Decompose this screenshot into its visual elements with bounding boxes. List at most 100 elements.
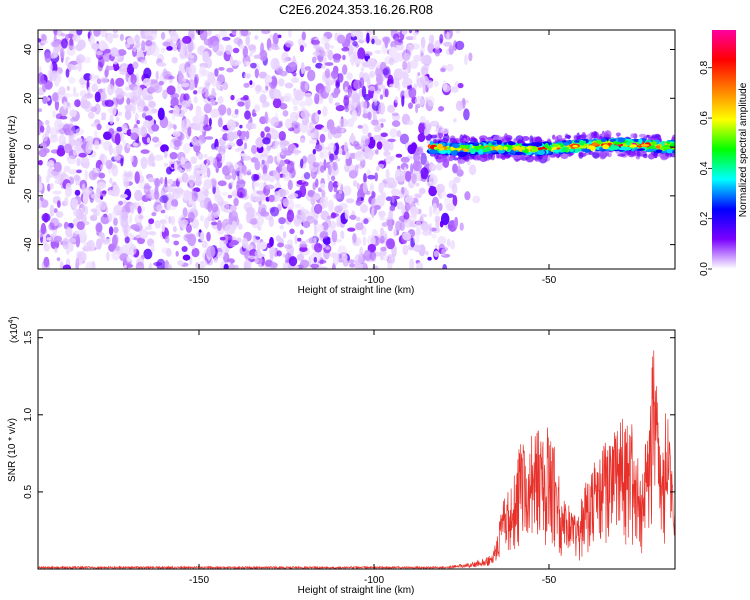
noise-blob [363,51,373,57]
noise-blob [261,159,265,165]
noise-blob [272,169,279,180]
band-cell [433,146,438,150]
noise-blob [96,78,102,85]
noise-blob [347,44,354,57]
noise-blob [390,188,400,196]
band-cell [599,147,604,151]
noise-blob [319,133,326,143]
noise-blob [43,243,50,252]
noise-blob [163,220,168,225]
noise-blob [299,184,307,198]
figure-title: C2E6.2024.353.16.26.R08 [279,2,433,17]
noise-blob [215,189,222,196]
noise-blob [207,211,213,220]
band-halo [615,132,621,137]
noise-blob [230,59,240,67]
noise-blob [205,162,209,170]
noise-blob [131,102,136,114]
colorbar-tick-label: 0.0 [699,262,710,276]
x-tick-label: -100 [364,275,384,286]
noise-blob [240,30,249,37]
noise-blob [452,163,458,174]
noise-blob [268,194,275,203]
noise-blob [123,225,128,238]
band-cell [450,150,458,156]
noise-blob [181,118,191,129]
noise-blob [40,222,47,235]
noise-blob [264,215,274,221]
noise-blob [195,177,202,187]
noise-blob [448,44,454,55]
noise-blob [371,38,375,45]
noise-blob [349,214,357,220]
noise-blob [240,97,249,101]
noise-blob [110,47,119,57]
noise-blob [313,256,317,263]
noise-blob [215,251,225,258]
noise-blob [354,58,364,64]
noise-blob [127,63,135,76]
noise-blob [80,227,86,240]
band-cell [428,149,438,154]
noise-blob [296,209,302,221]
noise-blob [267,76,273,83]
noise-blob [242,164,247,176]
noise-blob [373,90,378,103]
noise-blob [261,30,271,35]
noise-blob [421,66,429,76]
noise-blob [371,190,375,199]
band-halo [560,152,569,160]
noise-blob [283,159,291,165]
noise-blob [135,261,145,269]
noise-blob [76,158,81,167]
noise-blob [49,70,58,82]
noise-blob [246,61,250,67]
noise-blob [362,113,371,119]
noise-blob [253,181,260,187]
noise-blob [77,61,83,72]
band-halo [647,153,655,160]
band-cell [544,143,549,149]
noise-blob [42,80,47,93]
noise-blob [192,169,200,179]
y-tick-label: 20 [23,92,34,104]
noise-blob [100,76,108,84]
noise-blob [72,92,79,97]
noise-blob [432,202,437,212]
noise-blob [305,96,313,107]
noise-blob [160,32,166,40]
band-halo [479,154,488,162]
noise-blob [419,115,426,124]
noise-blob [280,140,290,147]
noise-blob [314,203,323,214]
noise-blob [300,62,305,75]
noise-blob [360,204,368,214]
noise-blob [102,87,106,92]
noise-blob [320,165,325,174]
noise-blob [312,161,320,168]
noise-blob [463,108,470,121]
noise-blob [369,70,376,78]
noise-blob [434,48,441,57]
noise-blob [207,30,212,37]
noise-blob [342,185,352,197]
noise-blob [304,66,312,71]
band-cell [512,144,516,148]
noise-blob [363,249,372,261]
noise-blob [330,212,337,219]
noise-blob [236,138,244,147]
noise-blob [408,246,415,251]
snr-panel: -150 -100 -50 0.5 1.0 1.5 Height of straight… [7,316,676,596]
noise-blob [206,156,216,165]
band-halo [576,132,580,141]
noise-blob [185,223,192,233]
noise-blob [163,150,168,159]
noise-blob [175,250,179,257]
noise-blob [160,144,169,153]
noise-blob [329,153,334,163]
noise-blob [250,193,254,202]
noise-blob [409,60,419,69]
noise-blob [112,30,118,34]
noise-blob [111,103,117,117]
noise-blob [118,65,128,75]
